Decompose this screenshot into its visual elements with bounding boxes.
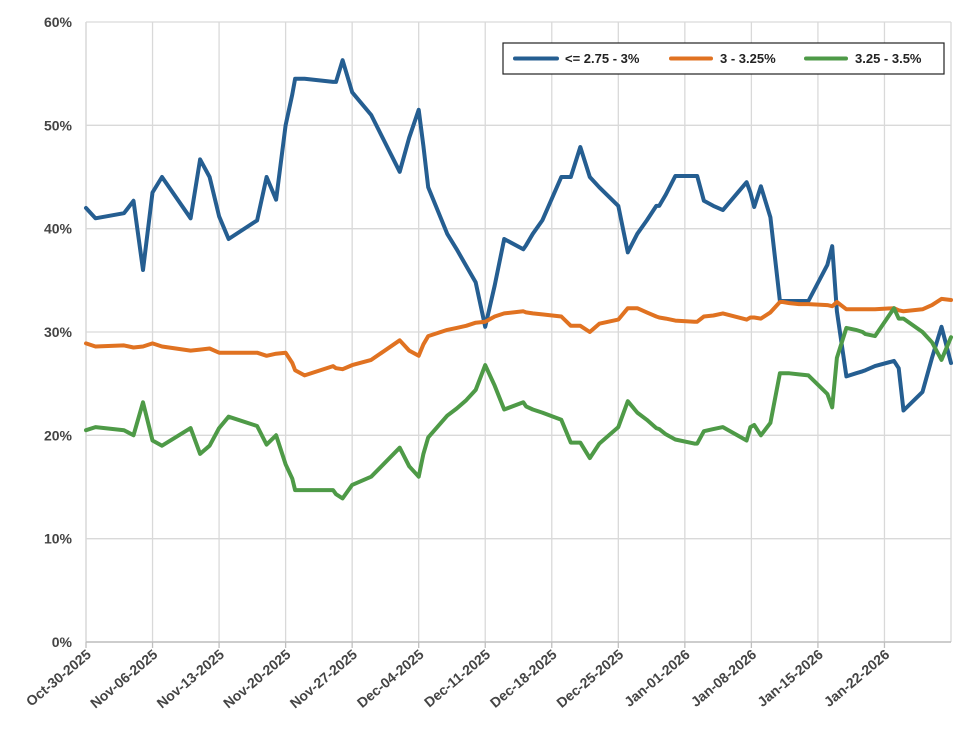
legend-label-series-1: <= 2.75 - 3% — [565, 51, 640, 66]
y-tick-label: 20% — [44, 427, 73, 443]
legend: <= 2.75 - 3% 3 - 3.25% 3.25 - 3.5% — [502, 42, 945, 75]
series-line-3 — [84, 306, 953, 501]
y-tick-label: 30% — [44, 324, 73, 340]
y-tick-label: 10% — [44, 531, 73, 547]
series-line-2 — [84, 296, 953, 378]
y-tick-label: 0% — [52, 634, 73, 650]
y-tick-label: 50% — [44, 117, 73, 133]
legend-label-series-2: 3 - 3.25% — [720, 51, 776, 66]
y-tick-label: 60% — [44, 14, 73, 30]
series-line-1 — [84, 58, 953, 413]
y-tick-label: 40% — [44, 221, 73, 237]
legend-label-series-3: 3.25 - 3.5% — [855, 51, 922, 66]
legend-box — [502, 42, 945, 75]
series-lines — [84, 58, 953, 501]
